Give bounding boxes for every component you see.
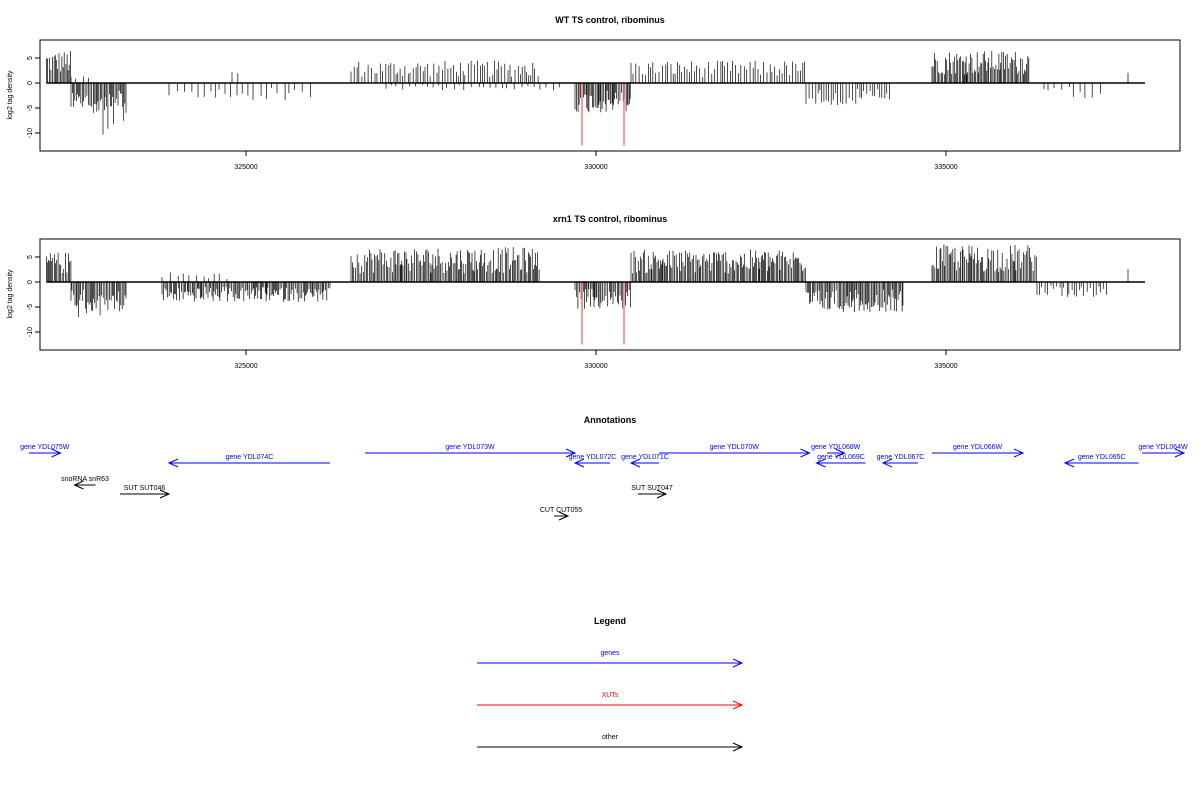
- wt-bars: [46, 51, 1129, 135]
- annotation-label: gene YDL072C: [569, 454, 617, 461]
- wt-y-axis: 5 0 -5 -10: [27, 56, 40, 138]
- xrn1-track-title: xrn1 TS control, ribominus: [553, 214, 668, 224]
- annotation-feature: gene YDL065C: [1063, 454, 1139, 468]
- annotation-label: gene YDL067C: [877, 454, 925, 461]
- annotation-feature: gene YDL069C: [815, 454, 866, 468]
- annotation-label: gene YDL074C: [226, 454, 274, 461]
- xrn1-ylabel: log2 tag density: [7, 269, 14, 319]
- annotation-feature: snoRNA snR63: [61, 476, 109, 490]
- x-tick-label: 325000: [234, 164, 257, 171]
- x-tick-label: 325000: [234, 363, 257, 370]
- annotation-label: snoRNA snR63: [61, 476, 109, 483]
- annotation-feature: gene YDL070W: [659, 444, 811, 458]
- y-tick-label: 0: [27, 280, 34, 284]
- legend-label: other: [602, 734, 619, 741]
- annotation-feature: SUT SUT047: [631, 485, 673, 499]
- wt-xut-markers: [581, 83, 625, 146]
- y-tick-label: 5: [27, 255, 34, 259]
- annotation-label: gene YDL068W: [811, 444, 861, 451]
- annotation-label: SUT SUT046: [124, 485, 166, 492]
- legend-item: XUTs: [477, 692, 744, 710]
- xrn1-track-panel: xrn1 TS control, ribominus log2 tag dens…: [7, 214, 1181, 370]
- annotation-feature: gene YDL068W: [811, 444, 861, 458]
- annotation-feature: CUT CUT055: [540, 507, 582, 521]
- y-tick-label: -5: [27, 105, 34, 111]
- annotation-features: gene YDL075W gene YDL074C gene YDL073W gene…: [20, 444, 1188, 521]
- annotation-feature: gene YDL071C: [621, 454, 669, 468]
- annotation-feature: gene YDL075W: [20, 444, 70, 458]
- x-tick-label: 335000: [934, 164, 957, 171]
- annotation-feature: gene YDL073W: [365, 444, 577, 458]
- xrn1-plot-frame: [39, 238, 1181, 351]
- annotation-feature: SUT SUT046: [120, 485, 171, 499]
- annotation-label: SUT SUT047: [631, 485, 673, 492]
- annotation-label: gene YDL070W: [710, 444, 760, 451]
- wt-ylabel: log2 tag density: [7, 70, 14, 120]
- wt-track-panel: WT TS control, ribominus log2 tag densit…: [7, 15, 1181, 171]
- legend-item: other: [477, 734, 744, 752]
- y-tick-label: -10: [27, 327, 34, 337]
- wt-plot-frame: [39, 39, 1181, 152]
- xrn1-x-axis: 325000 330000 335000: [234, 350, 958, 370]
- y-tick-label: -10: [27, 128, 34, 138]
- annotation-feature: gene YDL064W: [1138, 444, 1188, 458]
- annotation-label: gene YDL064W: [1138, 444, 1188, 451]
- wt-track-title: WT TS control, ribominus: [555, 15, 665, 25]
- legend-label: genes: [600, 650, 620, 657]
- annotation-label: gene YDL065C: [1078, 454, 1126, 461]
- annotations-title: Annotations: [584, 415, 637, 425]
- annotation-feature: gene YDL072C: [569, 454, 617, 468]
- legend-items: genes XUTs other: [477, 650, 744, 752]
- annotation-label: gene YDL071C: [621, 454, 669, 461]
- legend-label: XUTs: [602, 692, 619, 699]
- annotation-feature: gene YDL067C: [877, 454, 925, 468]
- x-tick-label: 330000: [584, 164, 607, 171]
- legend-title: Legend: [594, 616, 626, 626]
- xrn1-bars: [46, 244, 1129, 318]
- annotation-label: CUT CUT055: [540, 507, 582, 514]
- x-tick-label: 335000: [934, 363, 957, 370]
- y-tick-label: 0: [27, 81, 34, 85]
- annotation-label: gene YDL075W: [20, 444, 70, 451]
- x-tick-label: 330000: [584, 363, 607, 370]
- annotation-label: gene YDL073W: [445, 444, 495, 451]
- annotation-feature: gene YDL074C: [167, 454, 330, 468]
- annotation-label: gene YDL069C: [817, 454, 865, 461]
- y-tick-label: -5: [27, 304, 34, 310]
- legend: Legend genes XUTs other: [477, 616, 744, 752]
- annotation-label: gene YDL066W: [953, 444, 1003, 451]
- xrn1-y-axis: 5 0 -5 -10: [27, 255, 40, 337]
- xrn1-xut-markers: [581, 282, 625, 345]
- wt-x-axis: 325000 330000 335000: [234, 151, 958, 171]
- y-tick-label: 5: [27, 56, 34, 60]
- annotation-feature: gene YDL066W: [932, 444, 1025, 458]
- legend-item: genes: [477, 650, 744, 668]
